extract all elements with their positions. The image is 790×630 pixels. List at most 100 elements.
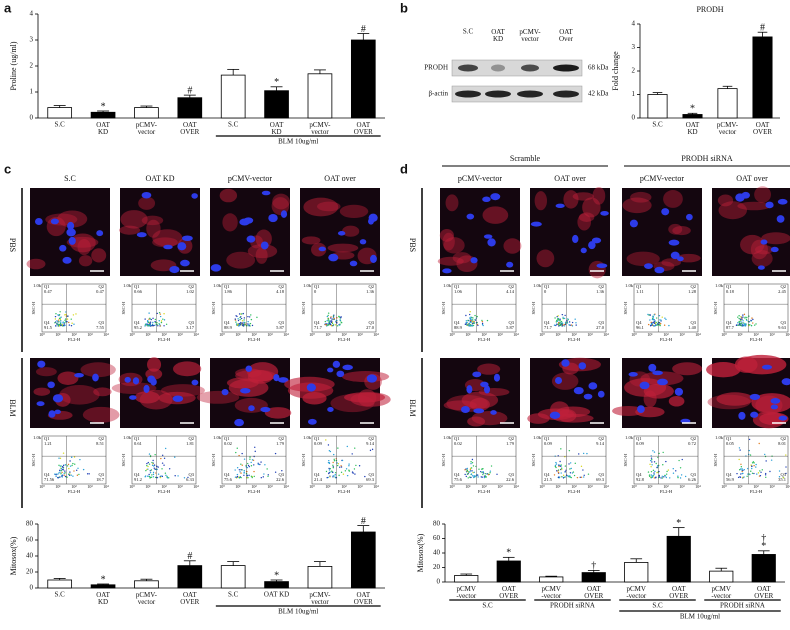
flow-event [665,473,668,475]
quadrant-name: Q2 [369,284,375,289]
quadrant-name: Q1 [636,436,642,441]
flow-event [482,324,484,327]
flow-event [70,456,73,459]
flow-event [652,325,655,327]
flow-event [464,473,466,476]
flow-event [650,474,652,476]
cell-cytoplasm [439,228,454,242]
flow-event [748,449,750,452]
flow-event [656,317,658,319]
flow-event [61,324,64,326]
flow-event [239,471,241,473]
flow-event [651,458,653,461]
row-label: BLM [8,399,17,416]
flow-event [468,322,471,325]
flow-x-tick: 10⁰ [449,484,455,489]
flow-event [563,317,566,320]
quadrant-value: 0.66 [134,289,143,294]
cell-cytoplasm [146,219,161,238]
nucleus [470,257,478,264]
y-tick-label: 40 [433,549,441,557]
flow-event [483,475,486,477]
flow-event [72,314,75,316]
flow-y-top: 1.0k [33,283,42,288]
cell-cytoplasm [152,229,183,247]
flow-event [472,324,475,327]
nucleus [637,405,645,414]
flow-event [253,470,255,473]
flow-event [555,463,558,465]
flow-event [476,315,478,318]
flow-event [755,323,757,325]
flow-event [473,322,475,325]
flow-event [654,320,656,322]
flow-event [148,312,150,314]
quadrant-name: Q1 [224,284,230,289]
flow-event [464,469,466,471]
quadrant-value: 5.87 [506,325,515,330]
cell-cytoplasm [139,389,173,410]
nucleus [648,363,657,372]
column-label: pCMV-vector [458,174,502,183]
flow-event [328,467,330,470]
cell-cytoplasm [302,391,327,405]
flow-event [238,313,241,315]
flow-event [559,460,561,463]
flow-event [342,473,345,475]
cell-cytoplasm [640,371,684,386]
flow-event [555,321,558,323]
cell-cytoplasm [718,201,748,220]
quadrant-name: Q4 [454,472,460,477]
flow-event [263,473,265,475]
flow-event [675,470,677,472]
flow-event [147,461,149,464]
cell-cytoplasm [461,391,499,409]
flow-y-label: SSC-H [713,301,718,315]
flow-event [742,322,745,324]
x-tick-label: pCMV-vector [626,585,646,600]
flow-event [653,461,656,463]
flow-y-label: SSC-H [121,301,126,315]
quadrant-name: Q3 [599,472,605,477]
flow-event [660,477,662,479]
flow-event [238,476,241,479]
flow-event [571,472,574,474]
flow-event [555,466,557,469]
y-tick-label: 4 [30,10,34,18]
flow-event [567,318,569,320]
flow-y-label: SSC-H [211,453,216,467]
nucleus [366,374,378,383]
flow-event [148,321,150,323]
flow-event [58,464,60,467]
significance-mark: * [676,518,681,529]
flow-event [669,477,671,479]
flow-event [759,470,761,472]
flow-event [558,465,560,468]
quadrant-value: 95.2 [134,325,142,330]
flow-event [765,476,767,478]
flow-event [59,318,62,321]
quadrant-value: 4.18 [276,289,285,294]
flow-x-tick: 10³ [679,332,685,337]
flow-event [144,324,147,326]
flow-event [328,319,330,322]
flow-event [251,476,253,479]
flow-event [250,314,252,316]
flow-x-label: FL2-H [478,337,491,342]
flow-event [71,322,73,324]
flow-y-label: SSC-H [31,453,36,467]
nucleus [680,418,691,424]
nucleus [280,210,288,218]
flow-event [162,318,164,320]
nucleus [52,394,64,403]
flow-event [328,462,331,465]
flow-event [339,466,341,468]
flow-event [154,453,156,456]
flow-event [746,316,748,319]
flow-event [234,469,236,471]
cell-cytoplasm [527,413,550,424]
flow-event [243,321,245,323]
flow-event [573,474,576,477]
flow-x-tick: 10² [251,332,257,337]
flow-event [553,324,556,326]
